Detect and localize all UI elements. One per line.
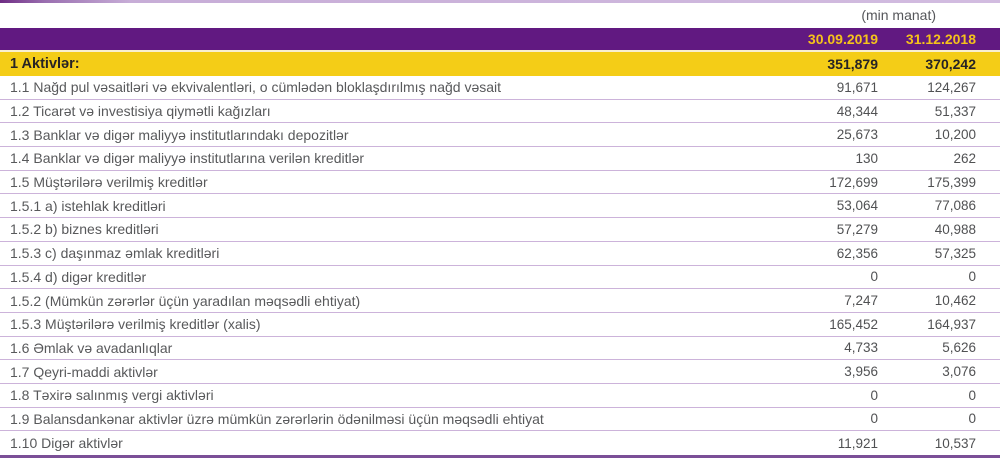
row-value-2019: 48,344 — [836, 103, 878, 119]
table-row: 1.3 Banklar və digər maliyyə institutlar… — [0, 123, 1000, 148]
row-value-2018: 3,076 — [942, 364, 976, 380]
row-value-2019: 0 — [870, 387, 878, 403]
row-label: 1.5.3 c) daşınmaz əmlak kreditləri — [10, 245, 220, 262]
row-value-2018: 5,626 — [942, 340, 976, 356]
row-value-2019: 62,356 — [836, 245, 878, 261]
table-row: 1.10 Digər aktivlər 11,921 10,537 — [0, 431, 1000, 455]
row-label: 1.8 Təxirə salınmış vergi aktivləri — [10, 387, 214, 404]
row-value-2018: 124,267 — [927, 79, 976, 95]
table-row: 1.5.2 b) biznes kreditləri 57,279 40,988 — [0, 218, 1000, 242]
table-row: 1.5 Müştərilərə verilmiş kreditlər 172,6… — [0, 171, 1000, 195]
row-value-2018: 10,537 — [934, 435, 976, 451]
table-body: 1.1 Nağd pul vəsaitləri və ekvivalentlər… — [0, 76, 1000, 458]
row-value-2018: 40,988 — [934, 221, 976, 237]
table-row: 1.4 Banklar və digər maliyyə institutlar… — [0, 147, 1000, 171]
row-label: 1.1 Nağd pul vəsaitləri və ekvivalentlər… — [10, 79, 502, 96]
row-value-2018: 51,337 — [934, 103, 976, 119]
row-label: 1.5 Müştərilərə verilmiş kreditlər — [10, 174, 208, 191]
table-row: 1.9 Balansdankənar aktivlər üzrə mümkün … — [0, 408, 1000, 432]
table-row: 1.5.3 Müştərilərə verilmiş kreditlər (xa… — [0, 313, 1000, 337]
total-value-2018: 370,242 — [925, 56, 976, 72]
row-value-2019: 11,921 — [837, 435, 878, 451]
table-row: 1.2 Ticarət və investisiya qiymətli kağı… — [0, 100, 1000, 124]
table-row: 1.5.3 c) daşınmaz əmlak kreditləri 62,35… — [0, 242, 1000, 266]
row-label: 1.5.1 a) istehlak kreditləri — [10, 197, 166, 214]
row-value-2019: 3,956 — [844, 364, 878, 380]
row-value-2018: 10,200 — [934, 127, 976, 143]
row-label: 1.7 Qeyri-maddi aktivlər — [10, 363, 158, 380]
table-row: 1.1 Nağd pul vəsaitləri və ekvivalentlər… — [0, 76, 1000, 100]
row-value-2019: 91,671 — [836, 79, 878, 95]
table-row: 1.8 Təxirə salınmış vergi aktivləri 0 0 — [0, 384, 1000, 408]
column-header-30-09-2019: 30.09.2019 — [807, 31, 878, 47]
total-value-2019: 351,879 — [827, 56, 878, 72]
row-value-2019: 172,699 — [829, 174, 878, 190]
row-value-2018: 10,462 — [934, 293, 976, 309]
row-label: 1.10 Digər aktivlər — [10, 435, 123, 452]
total-row-label: 1 Aktivlər: — [10, 56, 80, 72]
table-row: 1.5.2 (Mümkün zərərlər üçün yaradılan mə… — [0, 289, 1000, 313]
row-label: 1.5.3 Müştərilərə verilmiş kreditlər (xa… — [10, 316, 261, 333]
row-label: 1.3 Banklar və digər maliyyə institutlar… — [10, 126, 349, 143]
row-label: 1.4 Banklar və digər maliyyə institutlar… — [10, 150, 365, 167]
row-value-2018: 0 — [968, 387, 976, 403]
column-header-31-12-2018: 31.12.2018 — [905, 31, 976, 47]
row-value-2018: 57,325 — [934, 245, 976, 261]
row-value-2018: 164,937 — [927, 316, 976, 332]
row-value-2019: 0 — [870, 269, 878, 285]
row-value-2018: 262 — [953, 150, 976, 166]
table-row: 1.5.4 d) digər kreditlər 0 0 — [0, 266, 1000, 290]
table-header-row: 30.09.2019 31.12.2018 — [0, 28, 1000, 52]
unit-note: (min manat) — [861, 7, 936, 23]
row-value-2018: 77,086 — [934, 198, 976, 214]
table-row: 1.5.1 a) istehlak kreditləri 53,064 77,0… — [0, 194, 1000, 219]
row-value-2019: 57,279 — [836, 221, 878, 237]
top-divider — [0, 0, 1000, 3]
table-row: 1.6 Əmlak və avadanlıqlar 4,733 5,626 — [0, 337, 1000, 361]
row-value-2019: 165,452 — [829, 316, 878, 332]
row-label: 1.5.4 d) digər kreditlər — [10, 268, 147, 285]
row-value-2018: 175,399 — [927, 174, 976, 190]
row-label: 1.5.2 b) biznes kreditləri — [10, 221, 159, 238]
total-row-assets: 1 Aktivlər: 351,879 370,242 — [0, 52, 1000, 76]
table-row: 1.7 Qeyri-maddi aktivlər 3,956 3,076 — [0, 360, 1000, 384]
row-label: 1.5.2 (Mümkün zərərlər üçün yaradılan mə… — [10, 292, 361, 309]
row-value-2019: 130 — [855, 150, 878, 166]
row-label: 1.2 Ticarət və investisiya qiymətli kağı… — [10, 103, 271, 120]
row-label: 1.9 Balansdankənar aktivlər üzrə mümkün … — [10, 410, 544, 427]
row-value-2018: 0 — [968, 269, 976, 285]
row-value-2019: 7,247 — [844, 293, 878, 309]
row-value-2019: 53,064 — [836, 198, 878, 214]
row-label: 1.6 Əmlak və avadanlıqlar — [10, 339, 173, 356]
row-value-2018: 0 — [968, 411, 976, 427]
row-value-2019: 4,733 — [844, 340, 878, 356]
row-value-2019: 0 — [870, 411, 878, 427]
row-value-2019: 25,673 — [836, 127, 878, 143]
